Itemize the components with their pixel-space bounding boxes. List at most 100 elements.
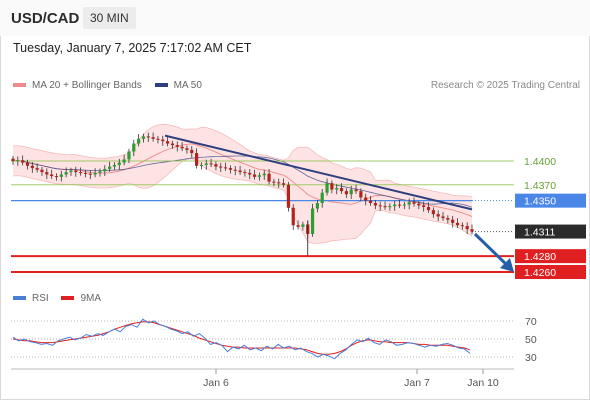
candle-body — [228, 168, 233, 170]
candle-body — [368, 200, 373, 204]
candle-body — [166, 141, 170, 144]
candle-body — [417, 203, 421, 206]
candle-body — [64, 172, 68, 175]
candle-body — [291, 207, 295, 226]
pivot-tag — [515, 193, 586, 208]
candle-body — [161, 139, 165, 142]
bollinger-swatch — [13, 83, 26, 88]
candle-body — [441, 216, 445, 219]
candle-body — [74, 170, 78, 173]
ma50-legend-label: MA 50 — [173, 80, 202, 91]
candle-body — [470, 229, 474, 232]
candle-body — [402, 204, 406, 206]
rsi-swatch — [13, 296, 26, 301]
candle-body — [59, 174, 63, 177]
candle-body — [88, 173, 92, 175]
candle-body — [219, 166, 223, 168]
bollinger-upper — [12, 123, 473, 198]
candle-body — [465, 226, 469, 230]
candle-body — [330, 183, 334, 190]
candle-body — [146, 136, 150, 138]
price-legend: MA 20 + Bollinger Bands MA 50 — [13, 80, 202, 91]
candle-body — [407, 202, 411, 205]
candle-body — [108, 166, 112, 169]
candle-body — [252, 174, 257, 177]
support-label: 1.4280 — [524, 251, 556, 263]
pair-title: USD/CAD — [11, 10, 80, 27]
candle-body — [359, 191, 363, 198]
timeframe-badge[interactable]: 30 MIN — [83, 7, 136, 29]
candle-body — [11, 158, 15, 161]
candle-body — [388, 206, 392, 208]
candle-body — [98, 171, 102, 173]
candle-body — [335, 187, 339, 190]
candle-body — [412, 202, 416, 204]
candle-body — [25, 162, 30, 166]
candle-body — [257, 175, 262, 177]
candle-body — [127, 151, 131, 160]
candle-body — [50, 174, 54, 177]
candle-body — [190, 149, 194, 154]
resistance-label: 1.4370 — [524, 180, 556, 192]
candle-body — [199, 164, 204, 166]
candle-body — [460, 225, 464, 227]
candle-body — [243, 172, 247, 174]
rsi-tick-label: 50 — [525, 334, 537, 346]
support-label: 1.4260 — [524, 267, 556, 279]
candle-body — [117, 162, 121, 165]
candle-body — [83, 172, 88, 174]
candle-body — [185, 148, 189, 150]
candle-body — [267, 173, 271, 182]
candle-body — [344, 191, 348, 195]
candle-body — [35, 168, 39, 170]
bollinger-legend-label: MA 20 + Bollinger Bands — [32, 80, 142, 91]
candle-body — [156, 138, 160, 140]
candle-body — [204, 163, 208, 165]
candle-body — [262, 173, 266, 176]
candle-body — [214, 164, 218, 167]
candle-body — [339, 187, 344, 192]
candle-body — [277, 182, 281, 184]
candle-body — [40, 169, 44, 173]
candle-body — [455, 222, 460, 226]
x-axis-label: Jan 6 — [203, 377, 229, 389]
candle-body — [175, 145, 179, 147]
date-label: Tuesday, January 7, 2025 7:17:02 AM CET — [13, 41, 252, 55]
candle-body — [180, 146, 184, 149]
candle-body — [397, 204, 402, 206]
candle-body — [378, 205, 382, 207]
candle-body — [54, 176, 59, 178]
candle-body — [451, 219, 455, 223]
candle-body — [45, 172, 49, 175]
x-axis-label: Jan 10 — [467, 377, 499, 389]
x-axis-label: Jan 7 — [404, 377, 430, 389]
ma50-line — [12, 155, 473, 208]
candle-body — [422, 205, 426, 207]
candle-body — [383, 206, 387, 208]
candle-body — [315, 203, 319, 209]
support-tag — [515, 265, 586, 279]
forecast-arrow-head — [500, 258, 514, 272]
rsi-legend-label: RSI — [32, 293, 49, 304]
candle-body — [238, 170, 242, 173]
candle-body — [93, 172, 97, 175]
rsi-ma-swatch — [61, 296, 75, 301]
bearish-trendline — [164, 134, 473, 211]
rsi-ma-legend-label: 9MA — [80, 293, 102, 304]
candle-body — [170, 143, 175, 146]
candle-body — [272, 181, 276, 183]
candle-body — [281, 183, 286, 185]
candle-body — [286, 184, 290, 208]
candle-body — [137, 138, 141, 144]
support-tag — [515, 249, 586, 264]
rsi-line — [12, 318, 471, 360]
candle-body — [325, 183, 329, 193]
forecast-arrow-shaft — [473, 232, 510, 268]
candle-body — [16, 160, 20, 162]
candle-body — [69, 170, 73, 173]
candle-body — [122, 159, 126, 163]
candle-body — [132, 143, 136, 152]
candle-body — [446, 218, 450, 220]
candle-body — [301, 224, 305, 227]
candle-body — [248, 172, 252, 175]
